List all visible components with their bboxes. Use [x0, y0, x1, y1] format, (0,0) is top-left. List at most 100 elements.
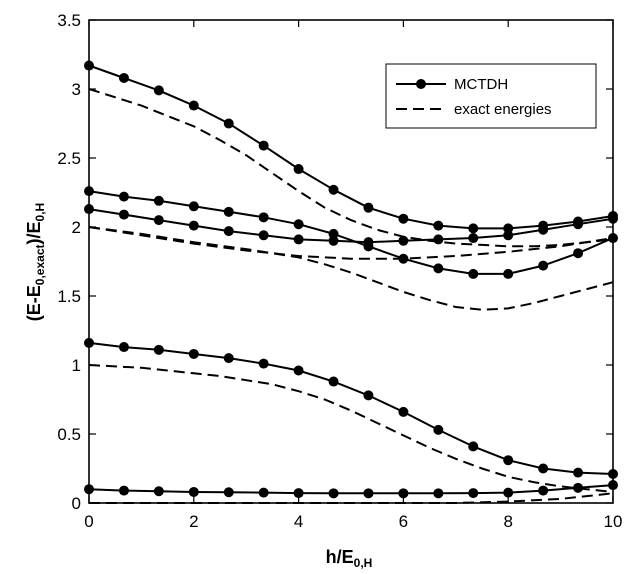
- x-tick-label: 10: [604, 512, 623, 531]
- mctdh-point: [398, 213, 409, 224]
- x-axis-title-main: h/E: [326, 547, 354, 567]
- mctdh-point: [468, 488, 479, 499]
- mctdh-point: [468, 268, 479, 279]
- plot-frame: [88, 19, 614, 504]
- x-axis: 0 2 4 6 8 10: [84, 20, 622, 531]
- mctdh-point: [398, 406, 409, 417]
- y-axis-title: (E-E0,exact)/E0,H: [24, 203, 47, 321]
- mctdh-series: [84, 60, 618, 499]
- mctdh-point: [433, 263, 444, 274]
- mctdh-point: [223, 206, 234, 217]
- mctdh-point: [293, 488, 304, 499]
- y-tick-label: 2: [72, 218, 81, 237]
- mctdh-point: [328, 235, 339, 246]
- mctdh-point: [223, 118, 234, 129]
- mctdh-point: [223, 226, 234, 237]
- exact-curve-1: [88, 364, 614, 493]
- mctdh-point: [538, 220, 549, 231]
- x-axis-title-sub: 0,H: [354, 556, 373, 570]
- x-axis-title: h/E0,H: [326, 547, 373, 570]
- y-axis-title-part1: (E-E: [24, 285, 44, 321]
- mctdh-point: [293, 365, 304, 376]
- x-tick-label: 6: [399, 512, 408, 531]
- x-tick-label: 0: [84, 512, 93, 531]
- mctdh-point: [188, 486, 199, 497]
- mctdh-curve-2: [88, 208, 614, 244]
- mctdh-point: [573, 248, 584, 259]
- mctdh-point: [223, 487, 234, 498]
- mctdh-point: [433, 488, 444, 499]
- y-tick-label: 2.5: [57, 149, 81, 168]
- y-axis-title-part2: )/E: [24, 221, 44, 244]
- y-axis-title-sub2: 0,H: [33, 203, 47, 222]
- mctdh-curve-4: [88, 64, 614, 230]
- mctdh-point: [538, 260, 549, 271]
- mctdh-point: [573, 467, 584, 478]
- y-axis-title-sub1: 0,exact: [33, 245, 47, 286]
- mctdh-point: [188, 220, 199, 231]
- mctdh-point: [118, 72, 129, 83]
- y-tick-label: 3.5: [57, 11, 81, 30]
- mctdh-point: [258, 140, 269, 151]
- mctdh-point: [293, 164, 304, 175]
- mctdh-point: [468, 233, 479, 244]
- mctdh-point: [433, 234, 444, 245]
- mctdh-curve-1: [88, 341, 614, 475]
- mctdh-point: [258, 358, 269, 369]
- mctdh-point: [118, 342, 129, 353]
- mctdh-point: [153, 195, 164, 206]
- mctdh-point: [573, 216, 584, 227]
- legend-box: [385, 63, 597, 129]
- mctdh-point: [503, 268, 514, 279]
- mctdh-curve-0: [88, 484, 614, 495]
- mctdh-point: [538, 485, 549, 496]
- mctdh-point: [503, 455, 514, 466]
- x-tick-label: 2: [189, 512, 198, 531]
- mctdh-point: [223, 353, 234, 364]
- mctdh-point: [503, 223, 514, 234]
- y-axis: 0 0.5 1 1.5 2 2.5 3 3.5: [57, 11, 613, 513]
- y-tick-label: 1: [72, 356, 81, 375]
- mctdh-point: [153, 344, 164, 355]
- legend: MCTDH exact energies: [385, 63, 597, 129]
- x-tick-label: 4: [294, 512, 303, 531]
- mctdh-point: [258, 487, 269, 498]
- mctdh-point: [118, 191, 129, 202]
- mctdh-point: [153, 85, 164, 96]
- mctdh-point: [118, 485, 129, 496]
- mctdh-point: [188, 348, 199, 359]
- mctdh-point: [433, 220, 444, 231]
- mctdh-point: [503, 230, 514, 241]
- mctdh-point: [258, 212, 269, 223]
- mctdh-point: [293, 219, 304, 230]
- mctdh-point: [328, 228, 339, 239]
- mctdh-point: [188, 201, 199, 212]
- exact-curve-2: [88, 226, 614, 260]
- mctdh-point: [153, 215, 164, 226]
- legend-mctdh-label: MCTDH: [454, 76, 508, 93]
- exact-curve-4: [88, 88, 614, 248]
- y-tick-label: 0.5: [57, 425, 81, 444]
- mctdh-point: [398, 488, 409, 499]
- x-tick-label: 8: [503, 512, 512, 531]
- y-tick-label: 1.5: [57, 287, 81, 306]
- mctdh-point: [293, 234, 304, 245]
- mctdh-point: [363, 390, 374, 401]
- mctdh-point: [538, 463, 549, 474]
- mctdh-point: [118, 209, 129, 220]
- mctdh-point: [363, 488, 374, 499]
- mctdh-point: [363, 241, 374, 252]
- y-tick-label: 3: [72, 80, 81, 99]
- mctdh-point: [503, 487, 514, 498]
- y-tick-label: 0: [72, 494, 81, 513]
- mctdh-point: [363, 202, 374, 213]
- mctdh-point: [573, 482, 584, 493]
- legend-exact-label: exact energies: [454, 101, 552, 118]
- exact-energies-series: [88, 88, 614, 504]
- mctdh-point: [153, 486, 164, 497]
- mctdh-point: [468, 441, 479, 452]
- mctdh-point: [468, 223, 479, 234]
- mctdh-curve-3: [88, 190, 614, 275]
- exact-curve-0: [89, 492, 614, 504]
